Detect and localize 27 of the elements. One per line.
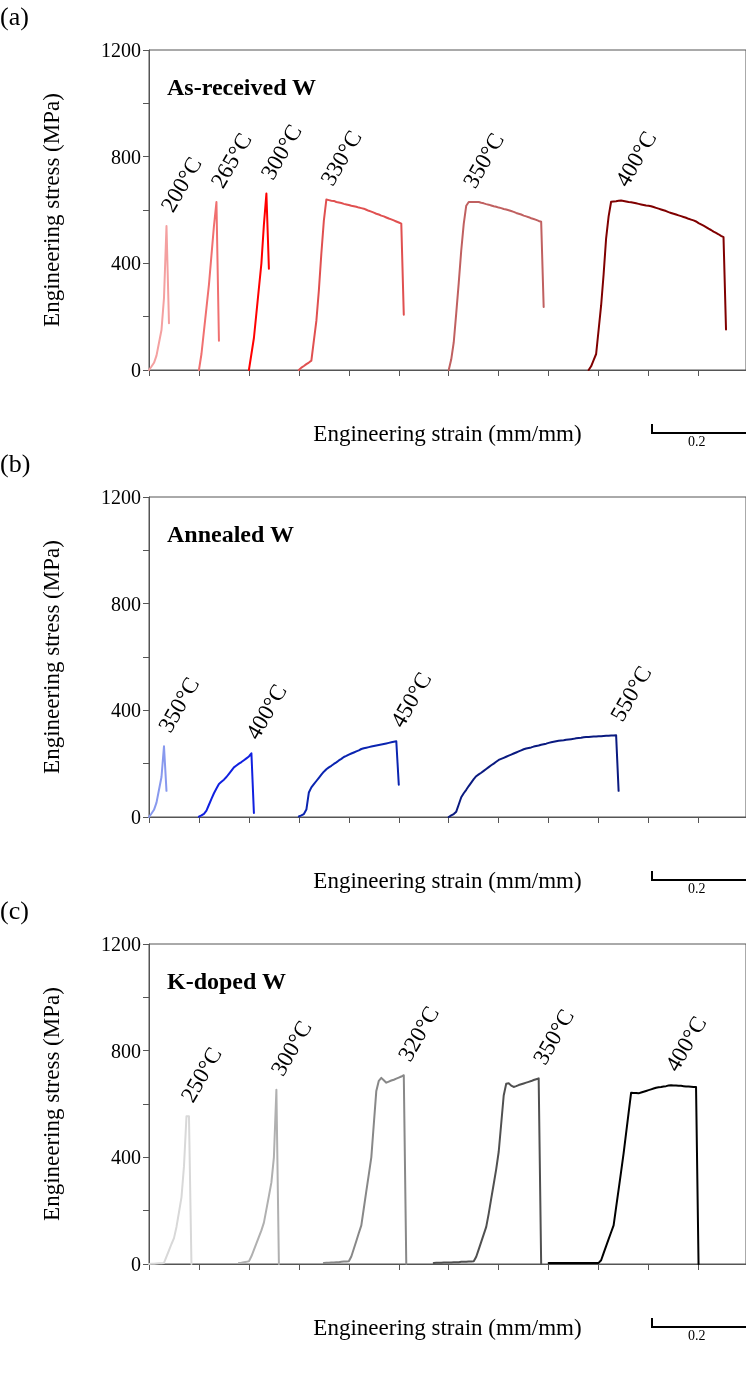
text: (b) bbox=[0, 449, 31, 479]
text: K-doped W bbox=[167, 968, 286, 994]
y-tick-label: 400 bbox=[111, 252, 141, 275]
y-axis-title: Engineering stress (MPa) bbox=[39, 93, 64, 327]
text: 0.2 bbox=[688, 881, 706, 897]
y-tick-label: 0 bbox=[131, 806, 141, 828]
y-axis-title: Engineering stress (MPa) bbox=[39, 540, 64, 774]
text: As-received W bbox=[167, 74, 317, 100]
x-axis-title: Engineering strain (mm/mm) bbox=[313, 421, 582, 446]
y-tick-label: 800 bbox=[111, 1039, 141, 1062]
y-tick-label: 1200 bbox=[101, 933, 141, 955]
y-tick-label: 800 bbox=[111, 592, 141, 615]
y-tick-label: 0 bbox=[131, 1253, 141, 1275]
text: (a) bbox=[0, 2, 29, 32]
y-tick-label: 1200 bbox=[101, 486, 141, 508]
y-tick-label: 400 bbox=[111, 699, 141, 722]
y-axis-title: Engineering stress (MPa) bbox=[39, 987, 64, 1221]
x-axis-title: Engineering strain (mm/mm) bbox=[313, 868, 582, 893]
x-axis-title: Engineering strain (mm/mm) bbox=[313, 1315, 582, 1340]
y-tick-label: 1200 bbox=[101, 39, 141, 61]
text: Annealed W bbox=[167, 521, 294, 547]
y-tick-label: 0 bbox=[131, 359, 141, 381]
text: (c) bbox=[0, 896, 29, 926]
y-tick-label: 800 bbox=[111, 145, 141, 168]
y-tick-label: 400 bbox=[111, 1146, 141, 1169]
text: 0.2 bbox=[688, 434, 706, 450]
text: 0.2 bbox=[688, 1328, 706, 1344]
